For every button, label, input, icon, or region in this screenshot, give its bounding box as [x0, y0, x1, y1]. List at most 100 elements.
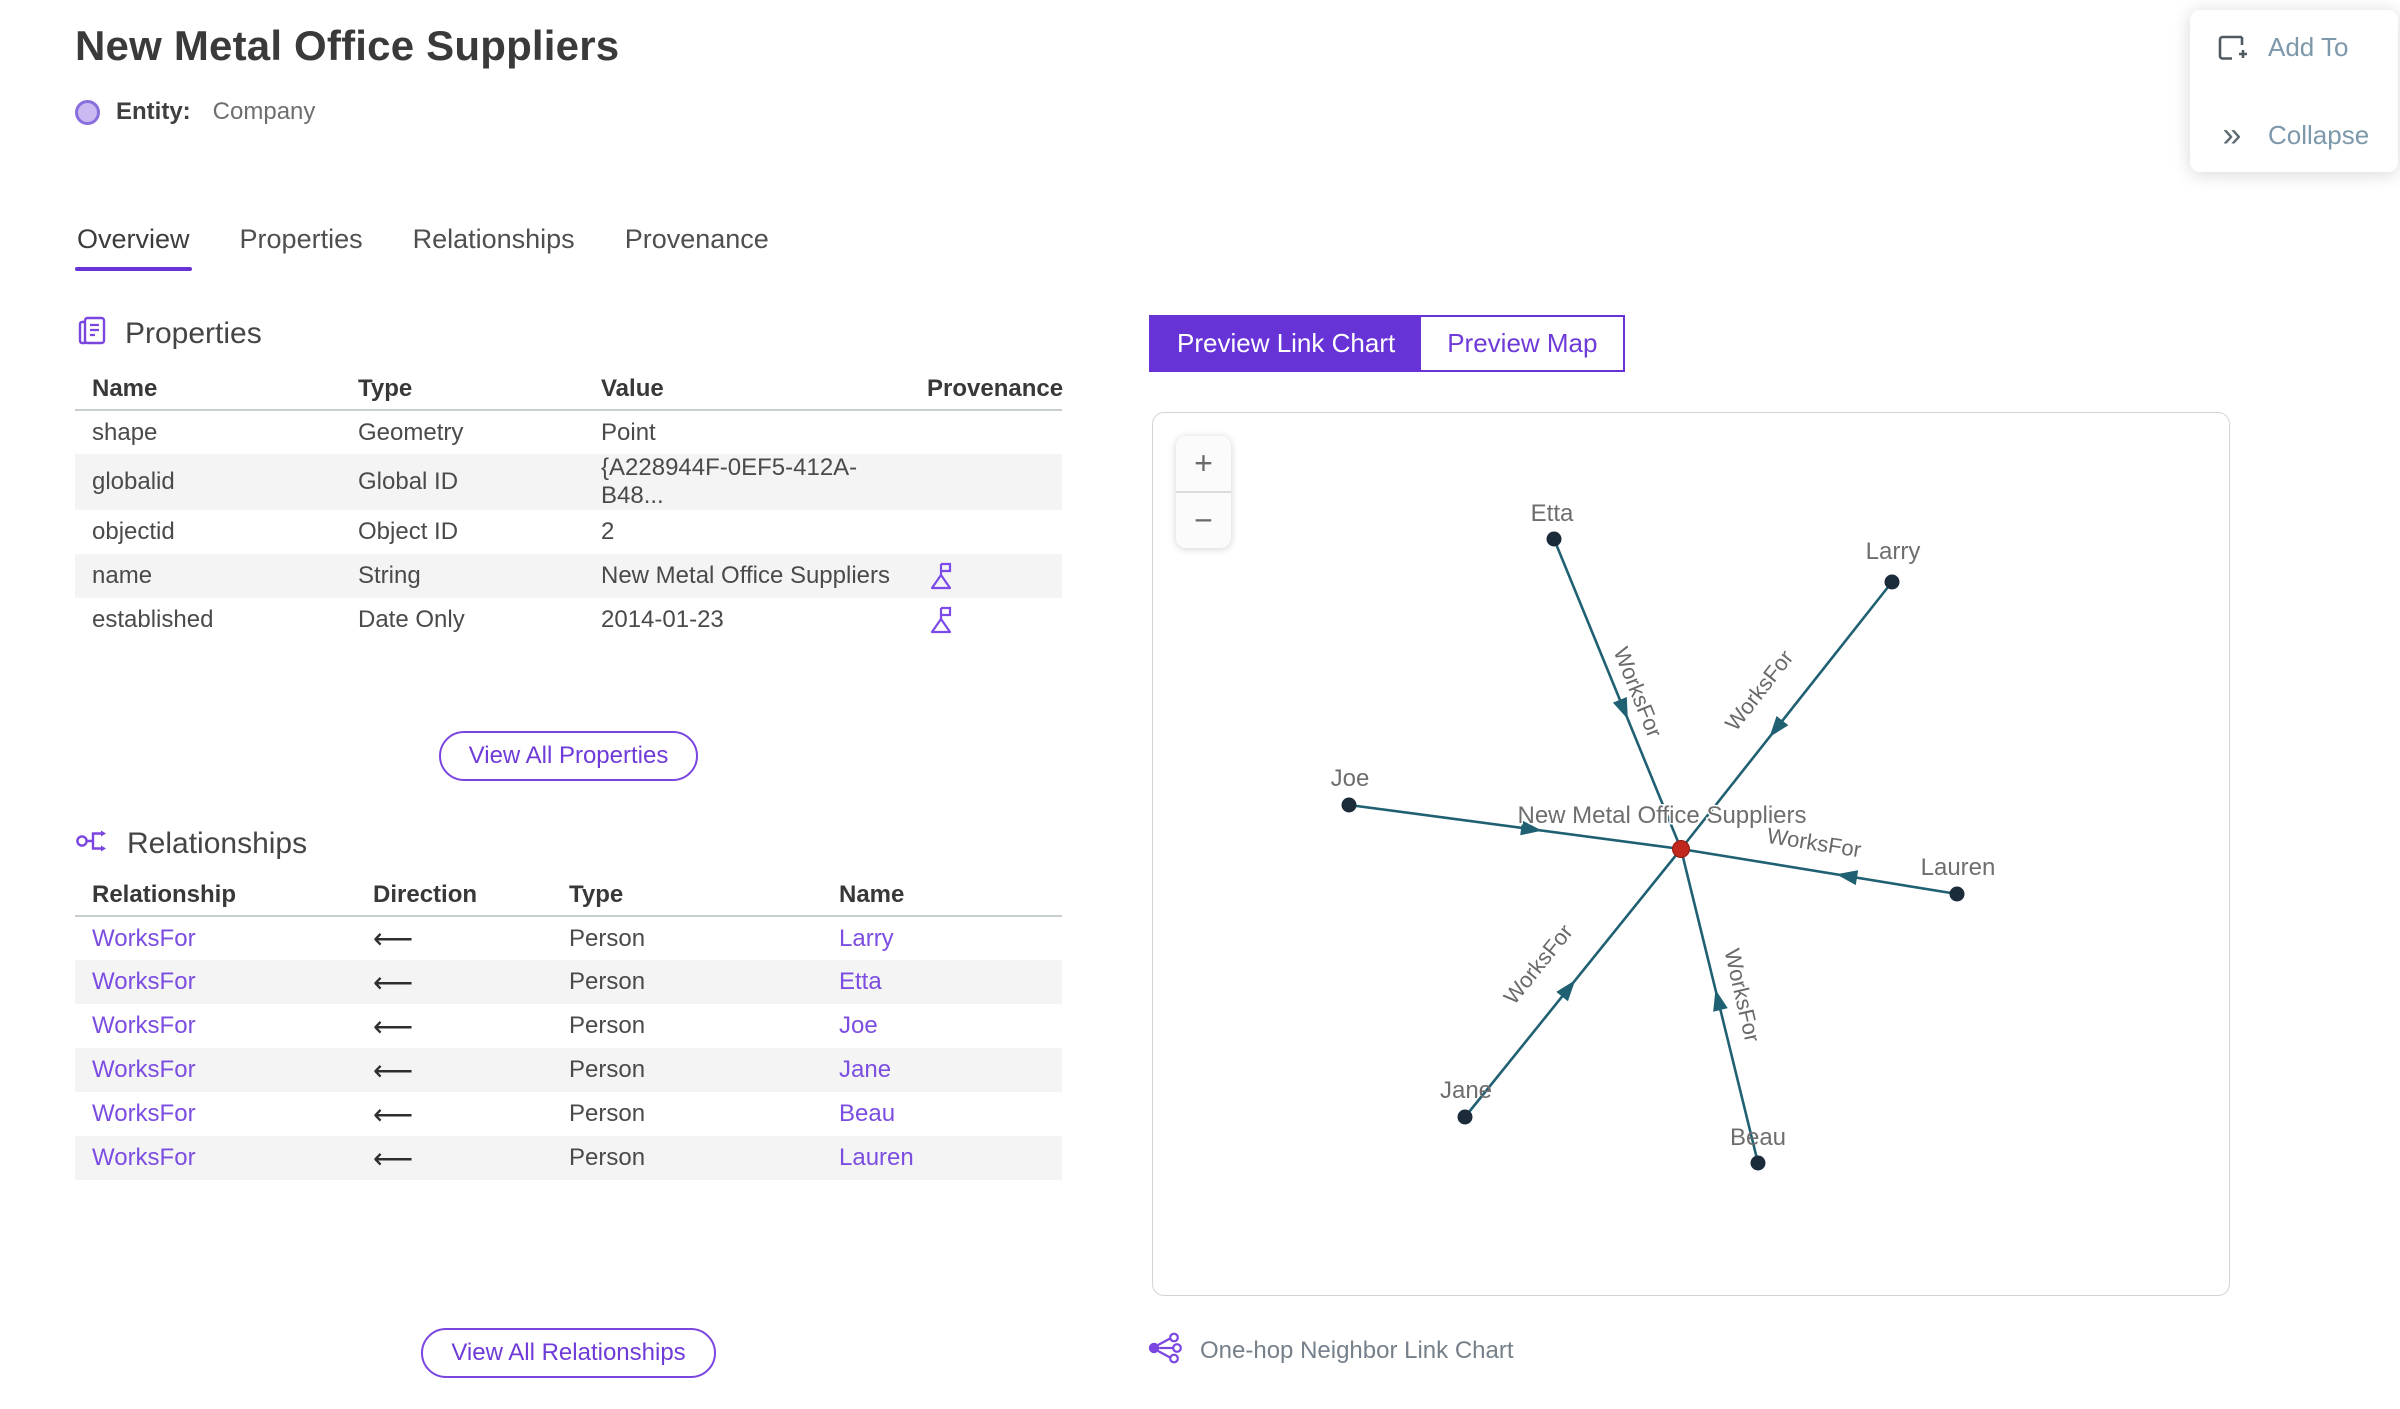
column-header-name: Name — [75, 368, 341, 411]
property-type: Date Only — [358, 606, 465, 633]
chevrons-right-icon: » — [2222, 116, 2242, 154]
column-header-value: Value — [584, 368, 910, 411]
view-all-relationships-button[interactable]: View All Relationships — [421, 1328, 716, 1378]
node-lauren[interactable] — [1949, 886, 1965, 902]
property-value: 2 — [601, 518, 615, 545]
entity-type-cell: Person — [569, 1144, 646, 1171]
edge-arrowhead — [1556, 980, 1576, 1002]
relationship-type-link[interactable]: WorksFor — [92, 1144, 196, 1171]
node-joe[interactable] — [1341, 797, 1357, 813]
column-header-type: Type — [552, 874, 822, 917]
property-name: objectid — [92, 518, 175, 545]
direction-arrow: ⟵ — [373, 1010, 414, 1042]
column-header-relationship: Relationship — [75, 874, 356, 917]
property-row-globalid: globalid Global ID {A228944F-0EF5-412A-B48… — [75, 454, 1062, 510]
property-name: name — [92, 562, 153, 589]
entity-name-link[interactable]: Etta — [839, 968, 882, 995]
tab-properties[interactable]: Properties — [239, 224, 363, 254]
preview-map-button[interactable]: Preview Map — [1421, 317, 1624, 370]
edge-etta — [1552, 538, 1683, 850]
zoom-controls-divider — [1176, 491, 1231, 493]
page-title: New Metal Office Suppliers — [75, 22, 620, 69]
zoom-in-button[interactable]: + — [1176, 436, 1231, 491]
entity-name-link[interactable]: Jane — [839, 1056, 892, 1083]
property-row-shape: shape Geometry Point — [75, 410, 1062, 454]
node-etta[interactable] — [1546, 531, 1562, 547]
properties-table: Name Type Value Provenance shape Geometry Poi… — [75, 368, 1063, 642]
tab-provenance[interactable]: Provenance — [624, 224, 769, 254]
node-center-company[interactable] — [1672, 840, 1690, 858]
add-to-button[interactable]: Add To — [2214, 30, 2398, 64]
relationships-section-title: Relationships — [127, 826, 308, 860]
collapse-button[interactable]: » Collapse — [2214, 118, 2398, 152]
edge-joe — [1348, 803, 1682, 851]
edge-label: WorksFor — [1720, 645, 1798, 735]
relationship-row-lauren: WorksFor ⟵ Person Lauren — [75, 1136, 1062, 1180]
direction-arrow: ⟵ — [373, 966, 414, 998]
column-header-name: Name — [822, 874, 1062, 917]
entity-type-cell: Person — [569, 1012, 646, 1039]
edge-arrowhead — [1713, 989, 1728, 1012]
property-row-objectid: objectid Object ID 2 — [75, 510, 1062, 554]
relationship-row-jane: WorksFor ⟵ Person Jane — [75, 1048, 1062, 1092]
column-header-type: Type — [341, 368, 584, 411]
property-name: shape — [92, 418, 158, 446]
tab-relationships[interactable]: Relationships — [412, 224, 575, 254]
entity-name-link[interactable]: Beau — [839, 1100, 896, 1127]
provenance-flag-icon[interactable] — [927, 560, 955, 592]
chart-footer-label: One-hop Neighbor Link Chart — [1200, 1336, 1514, 1364]
relationships-table-body: WorksFor ⟵ Person Larry WorksFor ⟵ Person Etta W… — [75, 916, 1062, 1180]
zoom-out-button[interactable]: − — [1176, 493, 1231, 548]
provenance-flag-icon[interactable] — [927, 604, 955, 636]
relationship-type-link[interactable]: WorksFor — [92, 924, 196, 952]
relationship-type-link[interactable]: WorksFor — [92, 968, 196, 995]
property-name: established — [92, 606, 214, 633]
entity-row: Entity: Company — [75, 98, 315, 126]
edge-arrowhead — [1836, 870, 1859, 886]
relationship-type-link[interactable]: WorksFor — [92, 1100, 196, 1127]
relationship-type-link[interactable]: WorksFor — [92, 1056, 196, 1083]
one-hop-link-chart-icon — [1146, 1332, 1184, 1369]
tab-overview[interactable]: Overview — [75, 218, 192, 271]
entity-name-link[interactable]: Joe — [839, 1012, 878, 1039]
property-provenance-cell — [910, 454, 1062, 510]
entity-label: Entity: — [116, 98, 191, 125]
direction-arrow: ⟵ — [373, 1098, 414, 1130]
add-to-label: Add To — [2268, 31, 2349, 62]
property-value: New Metal Office Suppliers — [601, 562, 891, 589]
zoom-controls: + − — [1176, 436, 1231, 548]
relationship-type-link[interactable]: WorksFor — [92, 1012, 196, 1039]
view-all-properties-button[interactable]: View All Properties — [438, 731, 699, 781]
property-row-established: established Date Only 2014-01-23 — [75, 598, 1062, 642]
property-type: String — [358, 562, 421, 589]
center-node-label: New Metal Office Suppliers — [1517, 802, 1806, 829]
relationships-table-header: Relationship Direction Type Name — [75, 874, 1062, 917]
direction-arrow: ⟵ — [373, 923, 414, 954]
entity-type-cell: Person — [569, 1056, 646, 1083]
direction-arrow: ⟵ — [373, 1054, 414, 1086]
collapse-label: Collapse — [2268, 119, 2370, 150]
node-label-larry: Larry — [1866, 538, 1921, 565]
property-provenance-cell — [910, 598, 1062, 642]
properties-table-body: shape Geometry Point globalid Global ID {A228… — [75, 410, 1062, 642]
entity-type-cell: Person — [569, 924, 646, 952]
node-jane[interactable] — [1457, 1109, 1473, 1125]
property-value: {A228944F-0EF5-412A-B48... — [601, 454, 858, 509]
entity-type-cell: Person — [569, 1100, 646, 1127]
add-to-icon — [2214, 30, 2248, 64]
column-header-direction: Direction — [356, 874, 552, 917]
actions-card: Add To » Collapse — [2190, 10, 2398, 172]
entity-name-link[interactable]: Larry — [839, 924, 894, 952]
node-beau[interactable] — [1750, 1155, 1766, 1171]
edge-lauren — [1680, 847, 1958, 896]
column-header-provenance: Provenance — [910, 368, 1063, 411]
relationship-row-beau: WorksFor ⟵ Person Beau — [75, 1092, 1062, 1136]
tabs: Overview Properties Relationships Provenanc… — [75, 218, 771, 271]
edge-arrowhead — [1769, 715, 1789, 738]
entity-type-value: Company — [212, 98, 316, 125]
node-larry[interactable] — [1884, 574, 1900, 590]
relationship-row-etta: WorksFor ⟵ Person Etta — [75, 960, 1062, 1004]
preview-link-chart-button[interactable]: Preview Link Chart — [1151, 317, 1422, 370]
entity-name-link[interactable]: Lauren — [839, 1144, 914, 1171]
